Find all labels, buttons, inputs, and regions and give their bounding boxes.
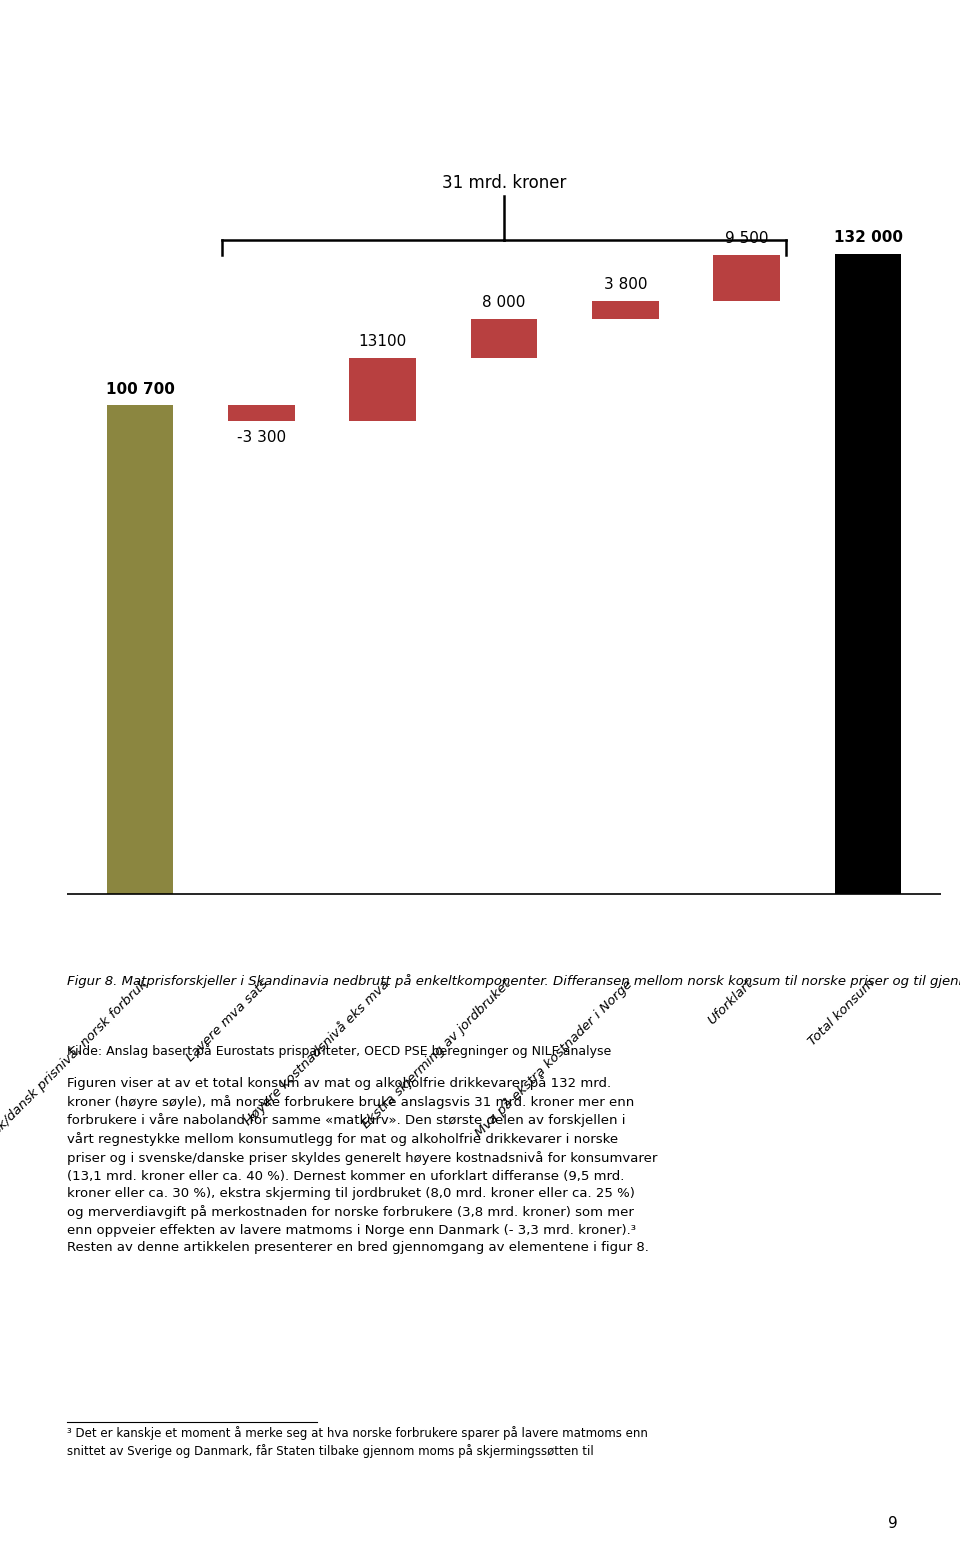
- Text: ³ Det er kanskje et moment å merke seg at hva norske forbrukere sparer på lavere: ³ Det er kanskje et moment å merke seg a…: [67, 1426, 648, 1458]
- Text: 13100: 13100: [358, 334, 407, 349]
- Bar: [107, 405, 174, 893]
- Text: Figur 8. Matprisforskjeller i Skandinavia nedbrutt på enkeltkomponenter. Differa: Figur 8. Matprisforskjeller i Skandinavi…: [67, 974, 960, 988]
- Bar: [349, 359, 416, 421]
- Text: 132 000: 132 000: [833, 229, 902, 245]
- Bar: [592, 301, 659, 320]
- Bar: [470, 320, 538, 359]
- Text: 9: 9: [888, 1515, 898, 1531]
- Text: 8 000: 8 000: [482, 295, 526, 310]
- Text: 9 500: 9 500: [725, 231, 768, 246]
- Text: 31 mrd. kroner: 31 mrd. kroner: [442, 173, 566, 192]
- Text: Figuren viser at av et total konsum av mat og alkoholfrie drikkevarer på 132 mrd: Figuren viser at av et total konsum av m…: [67, 1076, 658, 1253]
- Text: -3 300: -3 300: [237, 430, 286, 446]
- Bar: [228, 405, 295, 421]
- Bar: [713, 254, 780, 301]
- Text: Kilde: Anslag basert på Eurostats prispariteter, OECD PSE beregninger og NILF an: Kilde: Anslag basert på Eurostats prispa…: [67, 1045, 612, 1059]
- Text: 100 700: 100 700: [106, 382, 175, 396]
- Text: 3 800: 3 800: [604, 278, 647, 292]
- Bar: [834, 254, 901, 893]
